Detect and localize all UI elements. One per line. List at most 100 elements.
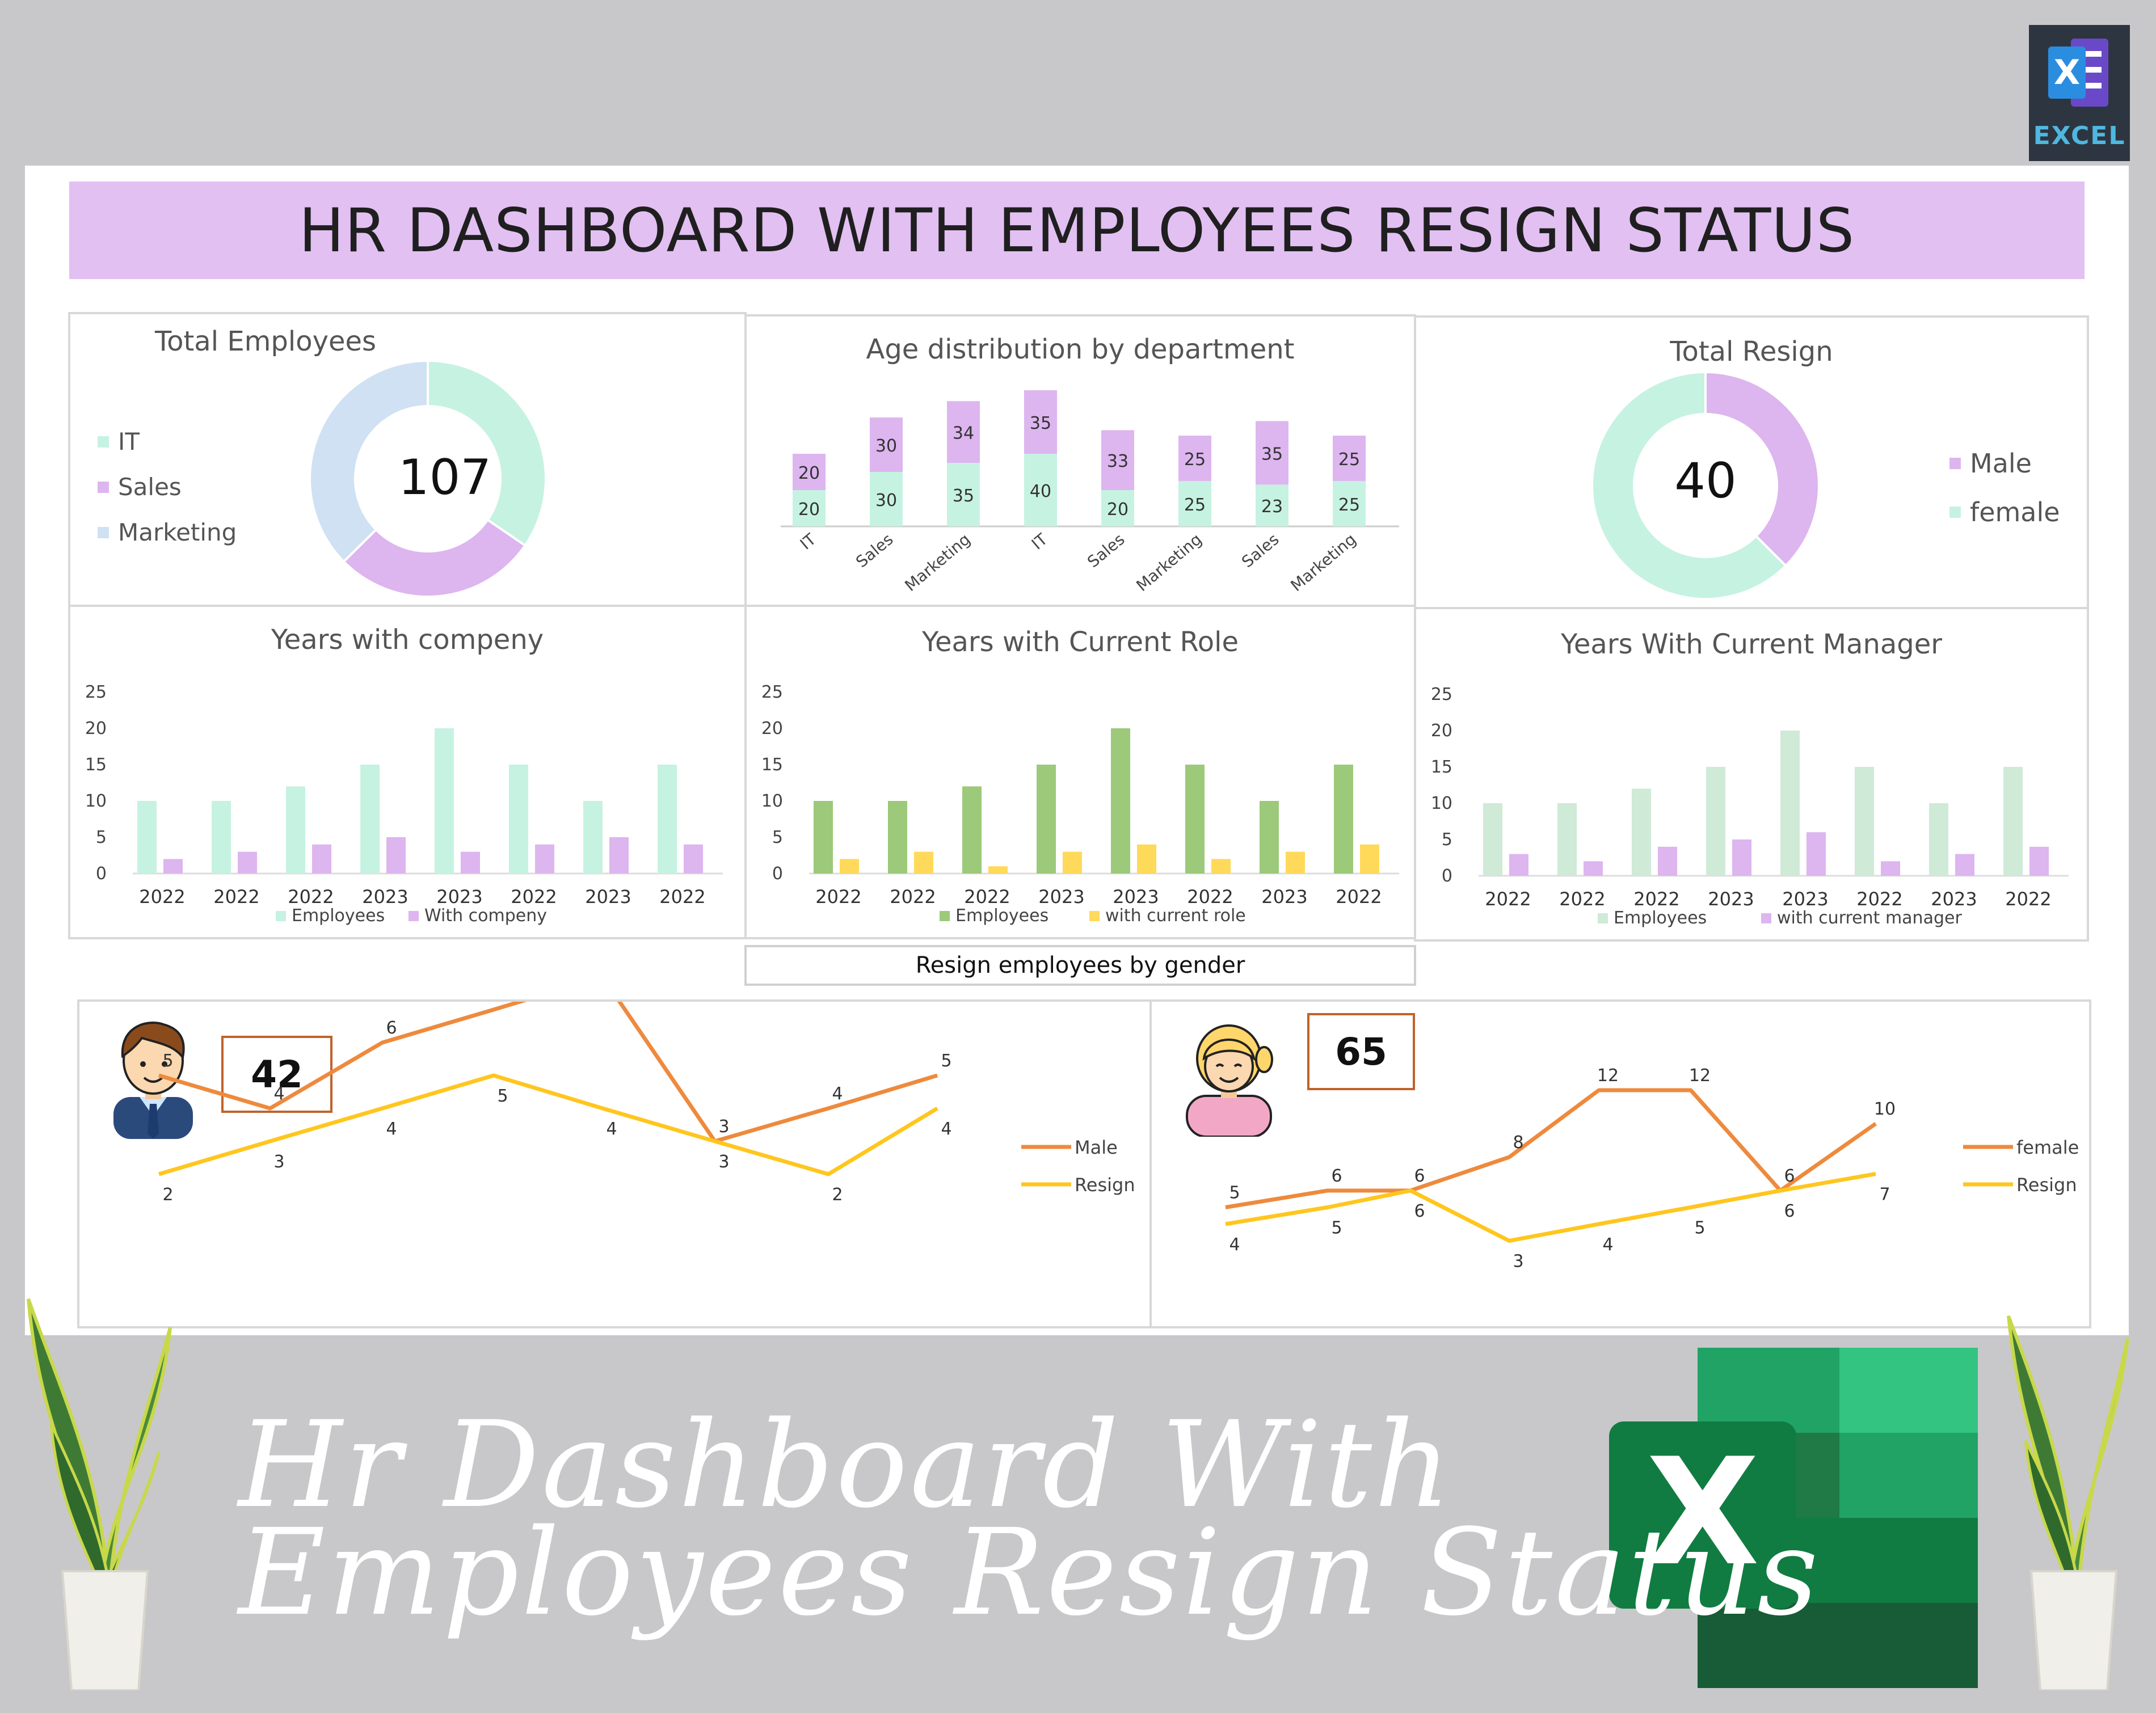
bar-upper — [870, 417, 903, 472]
series-line-resign — [158, 1073, 938, 1176]
y-tick-label: 25 — [85, 682, 107, 702]
legend-swatch — [1598, 913, 1608, 923]
total-employees-panel: Total Employees IT Sales Marketing 107 — [68, 312, 747, 607]
x-tick-label: 2023 — [1782, 888, 1828, 910]
data-label: 4 — [1229, 1235, 1240, 1255]
data-label: 6 — [386, 1018, 397, 1038]
data-label: 7 — [1879, 1185, 1890, 1205]
y-tick-label: 20 — [761, 719, 783, 739]
data-label: 10 — [1874, 1099, 1896, 1119]
bar-secondary — [840, 859, 859, 874]
bar-lower — [1178, 481, 1211, 526]
donut-slice-female — [1591, 370, 1788, 600]
age-distribution-chart: 20 20 IT 30 30 Sales 35 34 Marketing 40 35 IT 20 33 Sa… — [781, 390, 1399, 595]
bar-employees — [1706, 767, 1725, 876]
data-label: 20 — [798, 500, 820, 520]
bar-secondary — [1732, 839, 1751, 876]
dashboard-title: HR DASHBOARD WITH EMPLOYEES RESIGN STATU… — [298, 195, 1855, 265]
bar-lower — [1101, 490, 1134, 526]
bar-upper — [1178, 436, 1211, 481]
data-label: 3 — [1513, 1252, 1523, 1272]
x-tick-label: 2022 — [1187, 886, 1233, 908]
bar-secondary — [1658, 846, 1677, 876]
bar-employees — [583, 801, 603, 874]
bar-employees — [1557, 803, 1577, 876]
data-label: 20 — [798, 463, 820, 483]
x-tick-label: 2023 — [585, 886, 631, 908]
bar-secondary — [914, 851, 933, 874]
data-label: 25 — [1338, 495, 1360, 515]
y-tick-label: 0 — [772, 864, 783, 884]
data-label: 5 — [1331, 1218, 1342, 1238]
age-distribution-panel: Age distribution by department 20 20 IT 30 3… — [744, 314, 1416, 607]
y-tick-label: 10 — [1431, 794, 1452, 813]
bar-secondary — [1211, 859, 1231, 874]
x-tick-label: 2022 — [890, 886, 936, 908]
bar-secondary — [312, 844, 331, 874]
bar-upper — [947, 401, 980, 463]
male-avatar — [113, 1022, 193, 1139]
data-label: 20 — [1107, 500, 1128, 520]
data-label: 35 — [953, 486, 974, 506]
tick-label: Marketing — [901, 530, 974, 595]
data-label: 30 — [875, 436, 897, 456]
bar-secondary — [238, 851, 257, 874]
data-label: 35 — [1261, 444, 1283, 464]
donut-slice-male — [1704, 370, 1820, 568]
data-label: 25 — [1338, 450, 1360, 470]
legend-label: Male — [1075, 1137, 1118, 1158]
x-tick-label: 2022 — [213, 886, 259, 908]
bar-lower — [1256, 484, 1288, 526]
bar-lower — [1024, 454, 1057, 526]
donut-slice-sales — [342, 518, 527, 598]
legend-swatch — [276, 911, 286, 921]
bar-secondary — [386, 837, 406, 874]
bar-upper — [1101, 430, 1134, 490]
tick-label: Marketing — [1287, 530, 1359, 595]
series-line-male — [158, 1002, 938, 1144]
x-tick-label: 2023 — [1931, 888, 1977, 910]
years-company-panel: Years with compeny 0 5 10 15 20 25 2022 2022 202… — [68, 605, 747, 939]
bar-employees — [658, 765, 677, 874]
total-employees-value: 107 — [398, 449, 492, 506]
resign-by-gender-label: Resign employees by gender — [744, 945, 1416, 986]
bar-employees — [814, 801, 833, 874]
bar-secondary — [535, 844, 554, 874]
bar-employees — [962, 786, 982, 874]
x-tick-label: 2022 — [1633, 888, 1679, 910]
series-line-resign — [1225, 1172, 1876, 1243]
legend-label: With compeny — [424, 906, 547, 926]
legend-label: Employees — [292, 906, 385, 926]
svg-text:X: X — [1646, 1427, 1759, 1598]
data-label: 6 — [1331, 1166, 1342, 1186]
data-label: 7 — [497, 1002, 508, 1005]
bar-secondary — [461, 851, 480, 874]
female-kpi-box: 65 — [1307, 1013, 1415, 1090]
legend-swatch — [409, 911, 419, 921]
bar-employees — [1334, 765, 1353, 874]
caption-line-1: Hr Dashboard With — [238, 1395, 1454, 1534]
female-resign-panel: 65 5 6 6 8 12 12 6 10 female 4 5 6 3 4 5 6 7 Resign — [1149, 999, 2091, 1328]
y-tick-label: 15 — [1431, 757, 1452, 777]
bar-employees — [1260, 801, 1279, 874]
bar-lower — [870, 472, 903, 526]
y-tick-label: 15 — [85, 755, 107, 775]
y-tick-label: 20 — [1431, 721, 1452, 741]
legend-label: Employees — [955, 906, 1048, 926]
bar-employees — [1483, 803, 1502, 876]
donut-slice-marketing — [309, 360, 429, 563]
bar-employees — [137, 801, 157, 874]
data-label: 30 — [875, 491, 897, 510]
series-line-female — [1225, 1088, 1877, 1209]
data-label: 8 — [1513, 1133, 1523, 1153]
chart-title: Years with compeny — [271, 624, 544, 656]
total-resign-donut — [1591, 370, 1820, 600]
x-tick-label: 2022 — [659, 886, 705, 908]
legend-label: with current manager — [1777, 908, 1962, 928]
bar-employees — [2003, 767, 2023, 876]
data-label: 5 — [1694, 1218, 1705, 1238]
legend-swatch — [1761, 913, 1771, 923]
data-label: 3 — [718, 1117, 729, 1137]
plant-left-image — [27, 1298, 172, 1690]
x-tick-label: 2022 — [511, 886, 557, 908]
